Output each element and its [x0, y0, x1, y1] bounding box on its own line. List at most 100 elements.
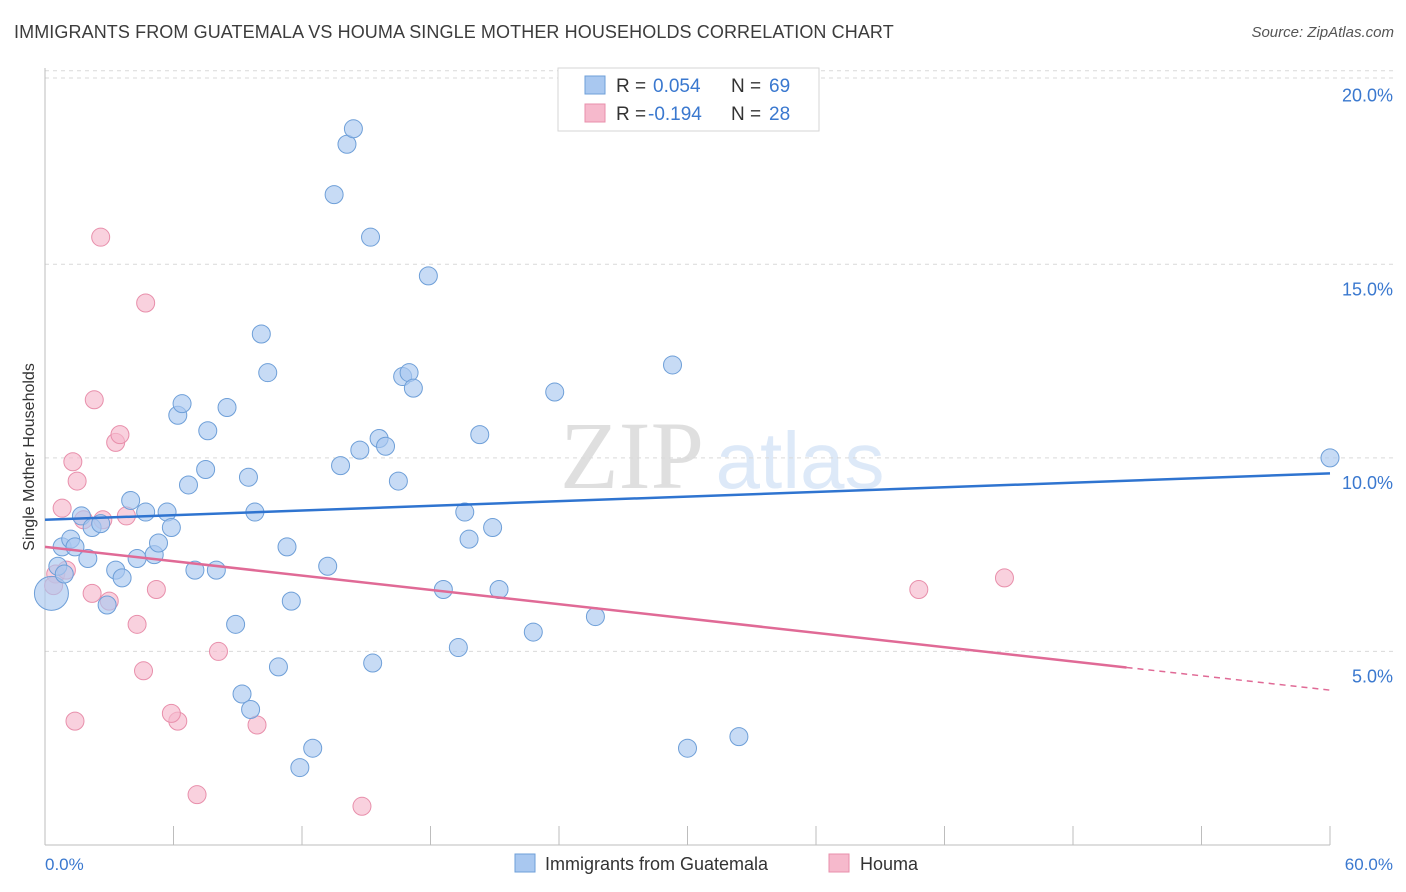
guatemala-point — [523, 622, 543, 642]
stats-r-label-houma: R = — [616, 104, 646, 125]
guatemala-point — [361, 227, 381, 247]
watermark-zip: ZIP — [560, 402, 704, 509]
guatemala-point — [324, 185, 344, 205]
houma-point — [63, 452, 83, 472]
stats-legend: R = 0.054 N = 69 R = -0.194 N = 28 — [557, 67, 820, 132]
guatemala-point — [470, 425, 490, 445]
guatemala-point — [232, 684, 252, 704]
chart-source: Source: ZipAtlas.com — [1251, 24, 1394, 41]
trend-lines — [44, 472, 1331, 691]
guatemala-point — [185, 560, 205, 580]
y-tick-label: 5.0% — [1352, 666, 1393, 686]
guatemala-point — [403, 378, 423, 398]
guatemala-point — [331, 456, 351, 476]
legend-label-guatemala: Immigrants from Guatemala — [545, 854, 769, 874]
guatemala-point — [33, 575, 69, 611]
guatemala-point — [258, 363, 278, 383]
guatemala-point — [1320, 448, 1340, 468]
houma-point — [994, 568, 1014, 588]
guatemala-point — [290, 758, 310, 778]
guatemala-point — [663, 355, 683, 375]
guatemala-point — [226, 614, 246, 634]
guatemala-point — [112, 568, 132, 588]
guatemala-point — [172, 394, 192, 414]
guatemala-point — [97, 595, 117, 615]
x-axis-ticks — [44, 826, 1331, 845]
guatemala-point — [303, 738, 323, 758]
stats-n-value-houma: 28 — [769, 104, 790, 125]
y-tick-label: 20.0% — [1342, 86, 1393, 106]
guatemala-point — [161, 518, 181, 538]
stats-n-value-guatemala: 69 — [769, 76, 790, 97]
stats-legend-swatch-houma — [584, 103, 606, 123]
houma-point — [146, 579, 166, 599]
houma-point — [352, 796, 372, 816]
legend-label-houma: Houma — [860, 854, 919, 874]
stats-r-value-houma: -0.194 — [648, 104, 702, 125]
houma-point — [127, 614, 147, 634]
guatemala-point — [78, 549, 98, 569]
guatemala-trend-line — [44, 472, 1331, 522]
chart-title: IMMIGRANTS FROM GUATEMALA VS HOUMA SINGL… — [14, 22, 894, 42]
guatemala-point — [545, 382, 565, 402]
guatemala-point — [268, 657, 288, 677]
guatemala-point — [198, 421, 218, 441]
guatemala-point — [217, 398, 237, 418]
houma-point — [161, 703, 181, 723]
guatemala-point — [459, 529, 479, 549]
guatemala-point — [238, 467, 258, 487]
guatemala-point — [281, 591, 301, 611]
guatemala-point — [206, 560, 226, 580]
guatemala-point — [418, 266, 438, 286]
guatemala-point — [448, 638, 468, 658]
gridlines — [45, 70, 1395, 652]
houma-point — [91, 227, 111, 247]
guatemala-point — [388, 471, 408, 491]
legend-swatch-houma — [828, 853, 850, 873]
guatemala-point — [585, 607, 605, 627]
stats-n-label-houma: N = — [731, 104, 761, 125]
houma-point — [84, 390, 104, 410]
houma-point — [82, 583, 102, 603]
guatemala-point — [121, 490, 141, 510]
stats-r-label-guatemala: R = — [616, 76, 646, 97]
houma-trend-line-extension — [1126, 666, 1331, 691]
guatemala-point — [376, 436, 396, 456]
guatemala-point — [678, 738, 697, 758]
guatemala-point — [318, 556, 338, 576]
x-tick-label-min: 0.0% — [45, 855, 84, 874]
watermark: ZIP atlas — [560, 402, 884, 509]
houma-point — [136, 293, 156, 313]
houma-point — [52, 498, 72, 518]
houma-point — [909, 579, 929, 599]
houma-point — [187, 785, 207, 805]
guatemala-point — [343, 119, 363, 139]
x-tick-label-max: 60.0% — [1345, 855, 1393, 874]
guatemala-point — [350, 440, 370, 460]
stats-n-label-guatemala: N = — [731, 76, 761, 97]
series-legend: Immigrants from Guatemala Houma — [514, 853, 919, 874]
houma-point — [67, 471, 87, 491]
stats-r-value-guatemala: 0.054 — [653, 76, 701, 97]
guatemala-point — [277, 537, 297, 557]
guatemala-point — [455, 502, 475, 522]
series-guatemala-points — [33, 119, 1340, 778]
legend-swatch-guatemala — [514, 853, 536, 873]
houma-point — [110, 425, 130, 445]
y-tick-labels: 5.0% 10.0% 15.0% 20.0% — [1342, 86, 1393, 687]
houma-point — [65, 711, 85, 731]
series-houma-points — [44, 227, 1014, 816]
y-tick-label: 10.0% — [1342, 473, 1393, 493]
guatemala-point — [363, 653, 383, 673]
houma-trend-line — [44, 545, 1127, 669]
guatemala-point — [149, 533, 169, 553]
guatemala-point — [483, 518, 503, 538]
guatemala-point — [251, 324, 271, 344]
y-tick-label: 15.0% — [1342, 279, 1393, 299]
houma-point — [134, 661, 154, 681]
guatemala-point — [729, 727, 749, 747]
stats-legend-swatch-guatemala — [584, 75, 606, 95]
houma-point — [208, 641, 228, 661]
guatemala-point — [178, 475, 198, 495]
